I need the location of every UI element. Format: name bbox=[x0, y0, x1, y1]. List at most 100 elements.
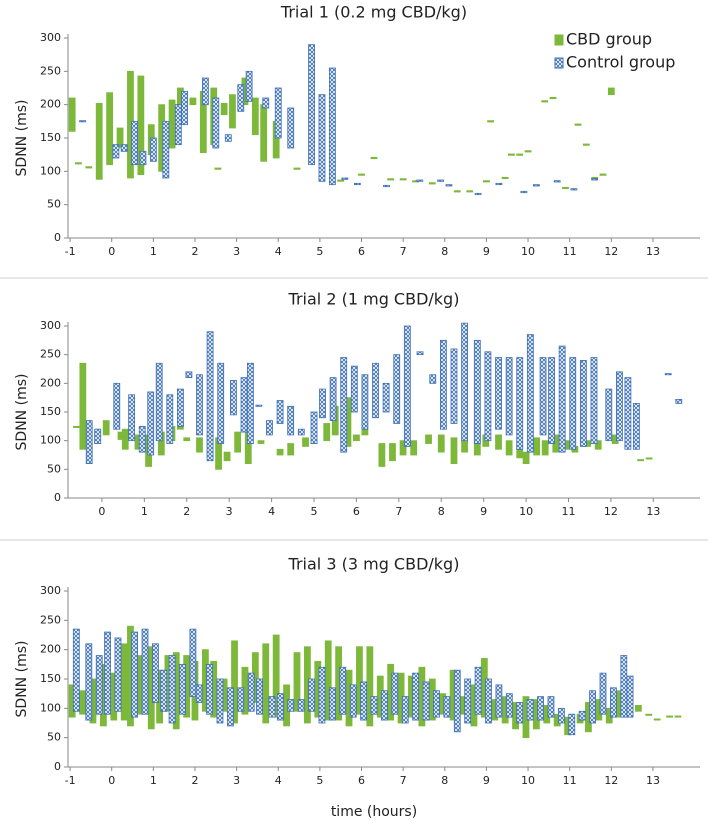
chart-title: Trial 3 (3 mg CBD/kg) bbox=[288, 555, 460, 574]
box bbox=[166, 394, 174, 444]
y-axis-label: SDNN (ms) bbox=[14, 374, 30, 451]
box bbox=[350, 365, 358, 413]
box bbox=[237, 687, 245, 712]
box bbox=[247, 672, 255, 712]
x-tick-label: 4 bbox=[268, 505, 275, 518]
box bbox=[231, 640, 238, 724]
box bbox=[214, 167, 222, 170]
box bbox=[79, 120, 86, 123]
box bbox=[85, 643, 93, 721]
box bbox=[381, 690, 388, 721]
box bbox=[637, 459, 645, 462]
box bbox=[255, 404, 263, 407]
box bbox=[226, 687, 234, 727]
x-tick-label: 5 bbox=[311, 505, 318, 518]
box bbox=[340, 357, 348, 453]
box bbox=[382, 382, 390, 413]
x-tick-label: 10 bbox=[521, 245, 535, 258]
x-tick-label: 0 bbox=[108, 774, 115, 787]
box bbox=[257, 440, 265, 444]
box bbox=[539, 357, 547, 436]
box bbox=[349, 684, 357, 718]
box bbox=[266, 420, 273, 436]
box bbox=[185, 371, 193, 379]
box bbox=[196, 374, 203, 436]
y-tick-label: 0 bbox=[54, 760, 61, 773]
box bbox=[196, 437, 203, 453]
box bbox=[437, 434, 445, 453]
box bbox=[410, 440, 418, 456]
box bbox=[501, 176, 509, 180]
box bbox=[195, 684, 203, 703]
x-tick-label: 4 bbox=[275, 245, 282, 258]
box bbox=[217, 362, 225, 444]
box bbox=[276, 693, 284, 721]
y-axis-label: SDNN (ms) bbox=[14, 100, 30, 177]
box bbox=[120, 643, 128, 721]
box bbox=[634, 705, 642, 712]
box bbox=[401, 696, 409, 724]
y-tick-label: 200 bbox=[40, 376, 61, 389]
y-tick-label: 200 bbox=[40, 643, 61, 656]
box bbox=[425, 434, 432, 444]
x-tick-label: 2 bbox=[191, 774, 198, 787]
box bbox=[605, 388, 613, 442]
box bbox=[579, 359, 587, 447]
box bbox=[399, 440, 407, 456]
box bbox=[323, 423, 331, 442]
x-tick-label: 12 bbox=[604, 245, 618, 258]
x-tick-label: 7 bbox=[400, 774, 407, 787]
box bbox=[237, 84, 245, 112]
y-tick-label: 150 bbox=[40, 405, 61, 418]
box bbox=[450, 437, 458, 464]
x-tick-label: 6 bbox=[353, 505, 360, 518]
box bbox=[562, 186, 569, 190]
box bbox=[582, 143, 590, 146]
box bbox=[616, 371, 623, 442]
box bbox=[557, 707, 565, 724]
box bbox=[183, 437, 191, 442]
box bbox=[353, 182, 361, 186]
box bbox=[139, 150, 147, 166]
x-tick-label: 10 bbox=[521, 774, 535, 787]
x-tick-label: 9 bbox=[483, 774, 490, 787]
box bbox=[590, 357, 598, 444]
box bbox=[675, 398, 683, 404]
box bbox=[112, 144, 120, 159]
box bbox=[94, 428, 102, 444]
legend-swatch bbox=[554, 57, 564, 69]
box bbox=[399, 178, 407, 181]
box bbox=[610, 687, 617, 718]
box bbox=[549, 96, 557, 100]
box bbox=[464, 678, 472, 724]
box bbox=[268, 696, 276, 718]
y-tick-label: 0 bbox=[54, 491, 61, 504]
box bbox=[220, 102, 228, 116]
box bbox=[393, 354, 401, 424]
box bbox=[526, 334, 534, 453]
box bbox=[274, 87, 282, 139]
box bbox=[483, 180, 490, 183]
x-tick-label: 3 bbox=[233, 245, 240, 258]
box bbox=[68, 97, 76, 132]
y-tick-label: 200 bbox=[40, 98, 61, 111]
x-tick-label: 2 bbox=[191, 245, 198, 258]
box bbox=[85, 166, 93, 169]
box bbox=[287, 699, 295, 712]
box bbox=[487, 120, 494, 123]
box bbox=[308, 44, 315, 166]
box bbox=[507, 153, 515, 156]
box bbox=[495, 357, 502, 430]
box bbox=[461, 322, 468, 442]
x-tick-label: 6 bbox=[358, 774, 365, 787]
box bbox=[360, 681, 367, 721]
x-tick-label: 7 bbox=[395, 505, 402, 518]
box bbox=[532, 184, 540, 187]
x-axis-label: time (hours) bbox=[331, 804, 417, 820]
box bbox=[484, 351, 492, 442]
box bbox=[416, 179, 424, 182]
box bbox=[162, 120, 170, 179]
box bbox=[599, 672, 607, 715]
x-tick-label: 13 bbox=[646, 505, 660, 518]
box bbox=[353, 434, 360, 442]
